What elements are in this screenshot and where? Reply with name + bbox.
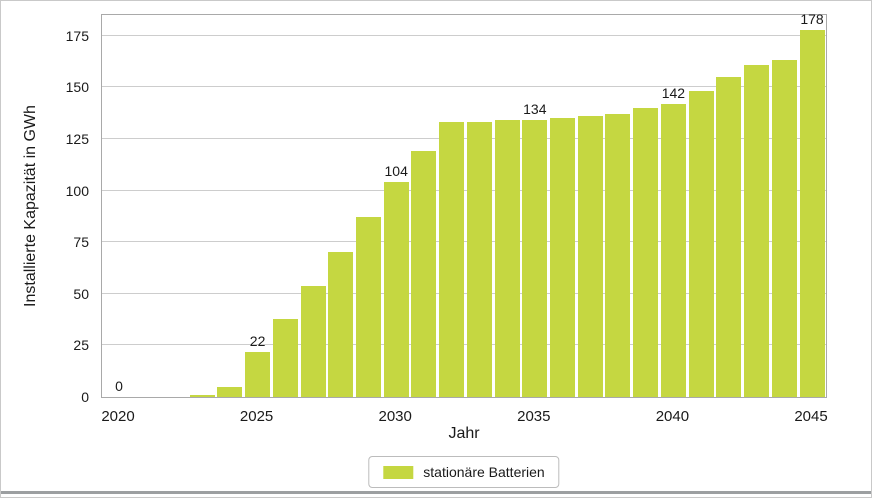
y-tick-label-25: 25 [73, 337, 89, 354]
bar-2031 [411, 151, 437, 397]
gridline-y-150 [102, 86, 826, 88]
bar-2029 [355, 217, 381, 397]
bar-2030 [383, 182, 409, 397]
bar-2025 [245, 352, 271, 397]
x-tick-label-2040: 2040 [655, 408, 690, 425]
bar-2035 [522, 120, 548, 397]
y-tick-label-75: 75 [73, 234, 89, 251]
bar-2023 [189, 395, 215, 397]
bar-2040 [660, 104, 686, 397]
bar-value-label-2030: 104 [384, 163, 408, 179]
legend-label: stationäre Batterien [423, 464, 545, 480]
x-tick-label-2035: 2035 [517, 408, 551, 425]
x-tick-label-2020: 2020 [101, 408, 135, 425]
y-tick-label-125: 125 [65, 130, 89, 147]
bar-2041 [688, 91, 714, 397]
bar-2038 [605, 114, 631, 397]
bar-2034 [494, 120, 520, 397]
bar-value-label-2035: 134 [523, 101, 547, 117]
bar-2037 [577, 116, 603, 397]
x-tick-label-2025: 2025 [239, 408, 274, 425]
y-tick-label-150: 150 [65, 79, 89, 96]
bar-2036 [550, 118, 576, 397]
bar-2045 [799, 30, 825, 397]
bar-2032 [439, 122, 465, 397]
x-axis-title: Jahr [448, 425, 480, 442]
y-tick-label-100: 100 [65, 182, 89, 199]
bar-2033 [466, 122, 492, 397]
bar-value-label-2045: 178 [800, 11, 824, 27]
y-tick-label-0: 0 [81, 389, 89, 405]
bar-value-label-2025: 22 [249, 333, 266, 349]
bar-value-label-2020: 0 [115, 378, 123, 394]
legend-swatch [383, 465, 414, 479]
bar-value-label-2040: 142 [661, 85, 686, 101]
bar-2028 [328, 252, 354, 397]
bar-2043 [744, 65, 770, 397]
bar-2042 [716, 77, 742, 397]
bar-2039 [633, 108, 659, 397]
bar-2027 [300, 286, 326, 397]
y-tick-label-50: 50 [73, 285, 89, 302]
y-tick-label-175: 175 [65, 27, 89, 44]
legend: stationäre Batterien [368, 456, 560, 488]
x-tick-label-2030: 2030 [378, 408, 412, 425]
x-tick-label-2045: 2045 [794, 408, 828, 425]
bottom-divider [1, 491, 871, 494]
bar-2044 [771, 60, 797, 397]
bar-2026 [272, 319, 298, 397]
gridline-y-175 [102, 34, 826, 36]
plot-area: 0 22 104 134 142 178 [101, 11, 827, 398]
bar-2024 [217, 387, 243, 397]
